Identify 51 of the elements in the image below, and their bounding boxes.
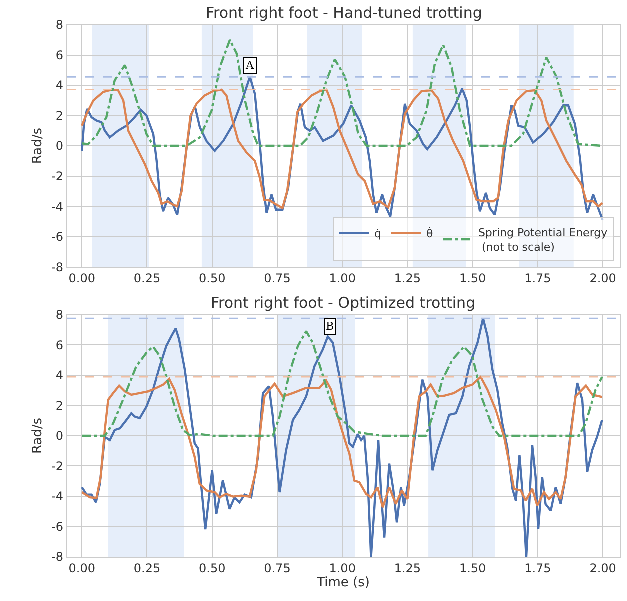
x-tick-label: 0.00 — [68, 562, 96, 576]
annotation: B — [326, 320, 334, 333]
line-series — [81, 376, 604, 509]
y-tick-label: -8 — [52, 260, 64, 274]
y-axis-title: Rad/s — [30, 128, 46, 164]
legend-label: θ̇ — [426, 226, 434, 241]
y-tick-label: -2 — [52, 459, 64, 474]
x-tick-label: 0.25 — [134, 562, 161, 576]
x-tick-label: 1.75 — [524, 272, 552, 286]
x-tick-label: 1.50 — [459, 562, 486, 576]
y-tick-label: 8 — [56, 18, 64, 32]
legend-label: q̇ — [374, 228, 382, 241]
x-tick-label: 0.75 — [264, 272, 291, 286]
line-series — [81, 317, 604, 557]
x-tick-label: 1.25 — [394, 272, 422, 286]
y-tick-label: 2 — [56, 108, 64, 123]
x-tick-label: 2.00 — [590, 272, 616, 286]
y-tick-label: 8 — [56, 308, 64, 322]
y-tick-label: 0 — [56, 139, 64, 154]
y-tick-label: -4 — [52, 200, 64, 214]
x-tick-label: 1.00 — [329, 272, 356, 286]
x-tick-label: 0.25 — [134, 272, 161, 286]
y-axis-title: Rad/s — [30, 418, 46, 454]
x-tick-label: 0.75 — [264, 562, 291, 576]
chart-title: Front right foot - Hand-tuned trotting — [206, 4, 482, 22]
y-tick-label: 2 — [56, 398, 64, 413]
y-tick-label: 6 — [56, 48, 64, 62]
line-series — [81, 76, 604, 222]
legend-label: Spring Potential Energy (not to scale) — [478, 226, 608, 254]
y-tick-label: -6 — [52, 230, 64, 244]
y-tick-label: -6 — [52, 520, 64, 534]
x-tick-label: 1.50 — [459, 272, 486, 286]
y-tick-label: 0 — [56, 429, 64, 444]
y-tick-label: 4 — [56, 78, 64, 93]
y-tick-label: 4 — [56, 368, 64, 383]
y-tick-label: -2 — [52, 169, 64, 184]
x-axis-title: Time (s) — [316, 576, 370, 590]
x-tick-label: 0.50 — [198, 272, 226, 286]
y-tick-label: -8 — [52, 550, 64, 564]
x-tick-label: 0.50 — [198, 562, 226, 576]
x-tick-label: 1.25 — [394, 562, 422, 576]
x-tick-label: 1.75 — [524, 562, 552, 576]
chart-title: Front right foot - Optimized trotting — [211, 294, 476, 312]
y-tick-label: -4 — [52, 490, 64, 504]
x-tick-label: 2.00 — [590, 562, 616, 576]
line-series — [81, 330, 604, 438]
y-tick-label: 6 — [56, 338, 64, 352]
x-tick-label: 1.00 — [329, 562, 356, 576]
annotation: A — [245, 59, 255, 72]
line-series — [81, 88, 604, 210]
x-tick-label: 0.00 — [68, 272, 96, 286]
